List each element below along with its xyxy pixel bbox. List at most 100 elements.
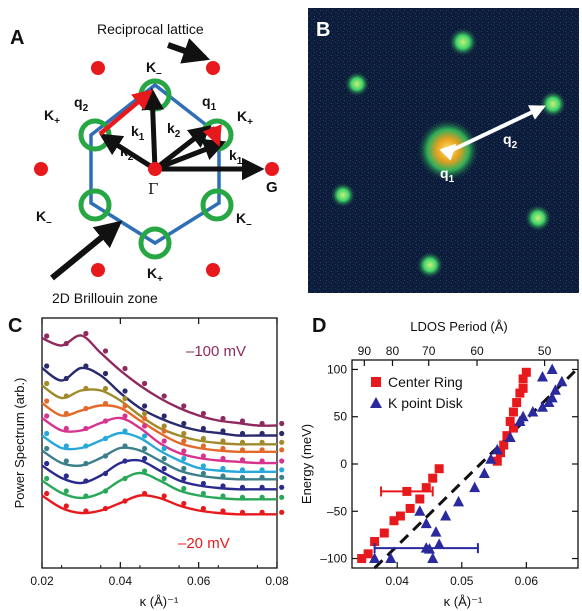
spectrum-point bbox=[44, 363, 50, 369]
spectrum-curve-7 bbox=[41, 458, 277, 491]
k-point-disk-point bbox=[427, 552, 439, 564]
legend-swatch-center-ring bbox=[371, 377, 381, 387]
spectrum-point bbox=[63, 340, 69, 347]
spectrum-point bbox=[239, 484, 246, 490]
panel-d-legend: Center Ring K point Disk bbox=[370, 374, 464, 411]
spectrum-point bbox=[83, 478, 89, 484]
spectrum-point bbox=[220, 438, 226, 444]
panel-c: C Power Spectrum (arb.) κ (Å)⁻¹ 0.02 0.04… bbox=[8, 315, 289, 609]
k-ring bbox=[138, 226, 172, 260]
spectrum-point bbox=[142, 468, 148, 474]
k-point-disk-point bbox=[491, 443, 503, 455]
spectrum-point bbox=[142, 433, 148, 439]
lattice-point bbox=[34, 162, 48, 176]
spectrum-point bbox=[181, 420, 187, 427]
center-ring-point bbox=[505, 416, 515, 426]
spectrum-point bbox=[161, 475, 167, 482]
k-point-disk-point bbox=[440, 510, 452, 521]
spectrum-point bbox=[161, 428, 167, 434]
spectrum-point bbox=[83, 493, 89, 499]
spectrum-point bbox=[102, 435, 109, 442]
center-ring-point bbox=[428, 473, 438, 483]
brillouin-zone-label: 2D Brillouin zone bbox=[52, 290, 158, 306]
spectrum-point bbox=[279, 447, 285, 453]
spectrum-point bbox=[83, 425, 89, 432]
x-tick-label: 0.06 bbox=[515, 574, 539, 588]
spectrum-point bbox=[200, 470, 206, 477]
panel-b: B q2 q1 bbox=[308, 8, 579, 293]
spectrum-point bbox=[239, 418, 246, 424]
panel-a-labels: K– K+ K+ K– K– K+ q2 q1 k1 k2 k2 k1 Γ G bbox=[36, 59, 278, 285]
spectrum-curve-8 bbox=[41, 471, 277, 501]
k-point-disk-point bbox=[453, 495, 465, 507]
spectrum-point bbox=[200, 463, 206, 469]
x-tick-label: 0.06 bbox=[187, 574, 211, 588]
spectrum-point bbox=[200, 453, 206, 459]
bragg-spot bbox=[539, 90, 567, 118]
spectrum-point bbox=[181, 500, 187, 507]
spectrum-point bbox=[220, 493, 226, 499]
spectrum-point bbox=[63, 458, 69, 464]
q2-label-b: q2 bbox=[503, 131, 518, 151]
spectrum-point bbox=[239, 439, 246, 445]
spectrum-point bbox=[102, 370, 109, 377]
spectrum-point bbox=[63, 410, 69, 417]
k1-vector-up bbox=[141, 87, 164, 170]
spectrum-point bbox=[83, 460, 89, 467]
spectrum-point bbox=[122, 388, 128, 394]
spectrum-curve-4 bbox=[41, 416, 278, 465]
center-ring-point bbox=[357, 554, 367, 564]
bragg-spot bbox=[344, 71, 370, 97]
spectrum-point bbox=[142, 445, 148, 452]
spectrum-point bbox=[200, 505, 206, 512]
k-minus-label: K– bbox=[236, 210, 252, 230]
lattice-point bbox=[265, 162, 279, 176]
spectrum-point bbox=[220, 473, 226, 479]
spectrum-point bbox=[63, 473, 69, 479]
spectrum-point bbox=[181, 465, 187, 472]
spectrum-point bbox=[200, 435, 206, 442]
center-ring-point bbox=[389, 516, 399, 526]
panel-d-data bbox=[357, 363, 576, 570]
y-tick-label: –100 bbox=[320, 552, 347, 566]
spectrum-point bbox=[239, 467, 246, 473]
x-tick-label: 0.02 bbox=[30, 574, 54, 588]
spectrum-point bbox=[181, 485, 187, 492]
center-ring-point bbox=[415, 494, 425, 504]
spectrum-point bbox=[44, 380, 50, 387]
q2-vector bbox=[98, 89, 154, 136]
spectrum-point bbox=[220, 465, 226, 472]
spectrum-point bbox=[122, 443, 128, 449]
spectrum-curve-5 bbox=[41, 431, 277, 474]
center-ring-point bbox=[395, 511, 405, 521]
center-ring-point bbox=[421, 483, 431, 493]
spectrum-point bbox=[83, 385, 89, 392]
spectrum-point bbox=[83, 443, 89, 449]
k-point-disk-point bbox=[546, 391, 558, 403]
spectrum-point bbox=[181, 448, 187, 454]
spectrum-point bbox=[200, 410, 206, 417]
q2-arrow-b bbox=[447, 105, 546, 154]
legend-label: K point Disk bbox=[388, 395, 464, 411]
spectrum-point bbox=[279, 458, 285, 464]
spectrum-point bbox=[259, 420, 265, 427]
spectrum-point bbox=[239, 457, 246, 463]
spectrum-point bbox=[142, 423, 148, 429]
spectrum-point bbox=[181, 403, 187, 409]
spectrum-point bbox=[102, 385, 109, 392]
center-ring-point bbox=[521, 367, 531, 377]
center-ring-point bbox=[363, 549, 373, 559]
k-point-disk-point bbox=[369, 552, 381, 564]
x-tick-label: 0.05 bbox=[450, 574, 474, 588]
k-minus-label: K– bbox=[146, 59, 162, 79]
spectrum-point bbox=[102, 505, 109, 512]
k-plus-label: K+ bbox=[147, 265, 163, 285]
spectrum-point bbox=[44, 413, 50, 419]
spectrum-point bbox=[181, 430, 187, 437]
spectrum-curve-3 bbox=[41, 401, 278, 454]
k-ring bbox=[200, 188, 234, 222]
center-ring-point bbox=[405, 503, 415, 513]
spectrum-point bbox=[102, 488, 109, 494]
spectrum-point bbox=[259, 474, 265, 480]
